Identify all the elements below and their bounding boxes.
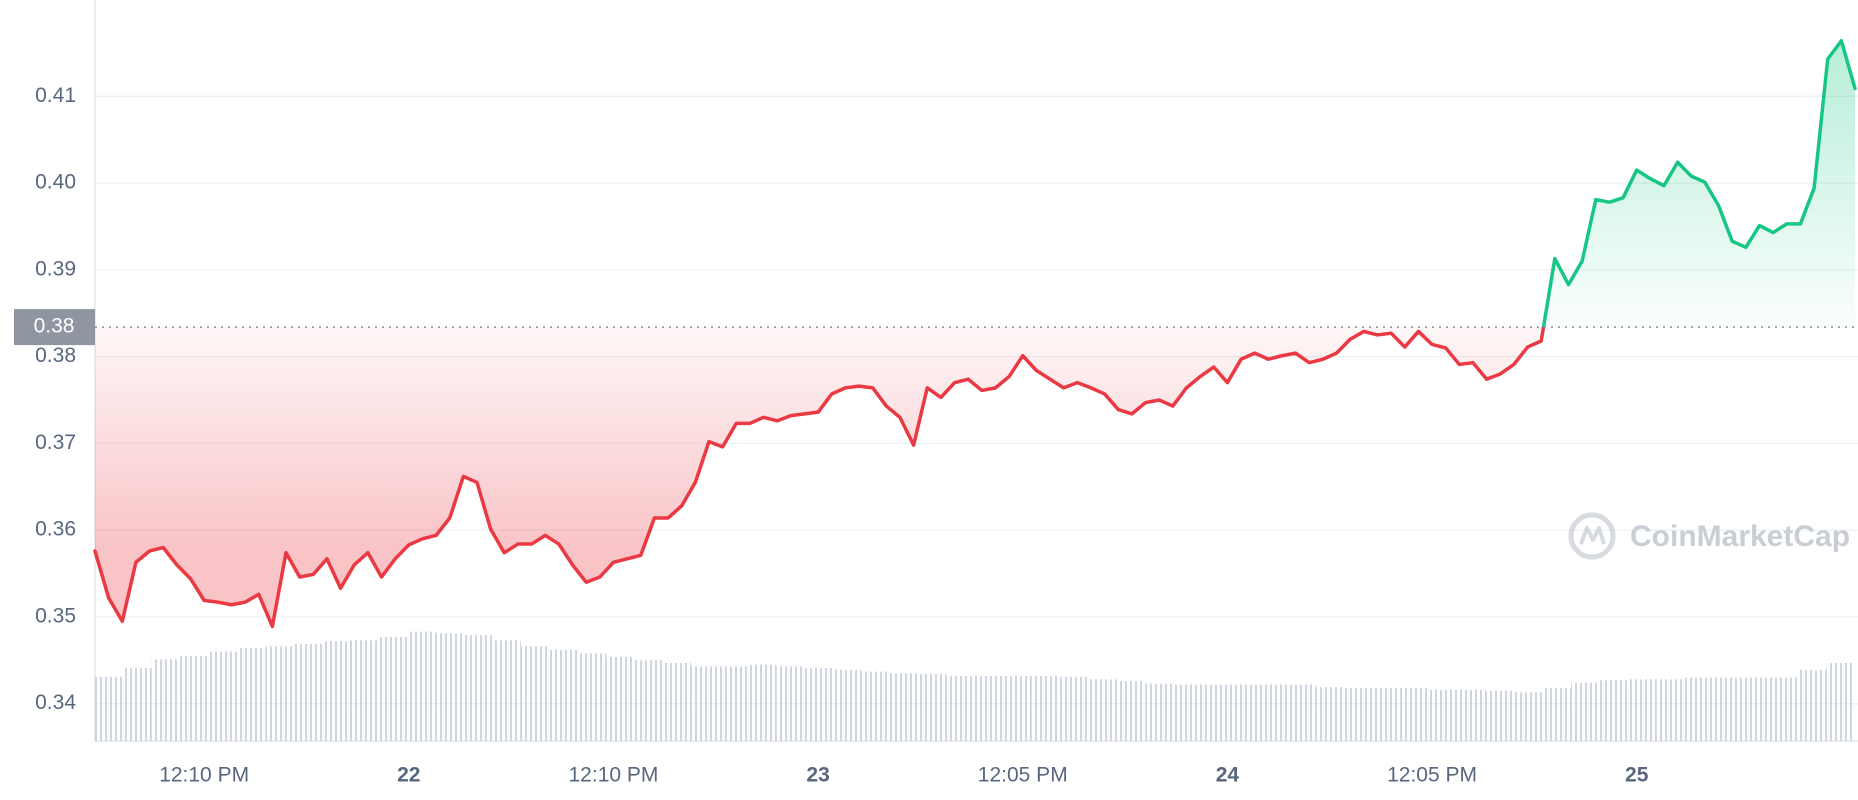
volume-bar xyxy=(1116,681,1146,741)
x-tick-label: 22 xyxy=(397,764,420,787)
volume-bar xyxy=(1315,687,1345,741)
volume-bar xyxy=(1202,684,1231,741)
x-tick-label: 12:05 PM xyxy=(978,764,1068,787)
y-tick-label: 0.35 xyxy=(35,604,76,627)
y-tick-label: 0.37 xyxy=(35,431,76,454)
volume-bar xyxy=(1400,688,1430,741)
y-tick-label: 0.41 xyxy=(35,84,76,107)
watermark-logo xyxy=(1568,512,1616,560)
price-line xyxy=(93,39,1857,629)
volume-bar xyxy=(1684,677,1714,741)
labels: 0.34 0.35 0.36 0.37 0.38 0.39 0.40 0.41 0.38 12:1… xyxy=(14,84,1858,787)
volume-bar xyxy=(691,666,720,741)
y-tick-label: 0.39 xyxy=(35,257,76,280)
volume-bar xyxy=(1173,684,1203,741)
volume-bar xyxy=(1230,684,1259,741)
volume-bar xyxy=(1372,688,1401,741)
volume-bar xyxy=(1713,677,1742,741)
volume-bar xyxy=(1542,688,1572,741)
volume-bar xyxy=(435,633,465,741)
price-area xyxy=(95,40,1855,627)
volume-bar xyxy=(1060,676,1089,741)
watermark: CoinMarketCap xyxy=(1630,520,1850,553)
baseline-label: 0.38 xyxy=(34,315,75,338)
volume-bar xyxy=(520,646,550,741)
x-tick-label: 25 xyxy=(1625,764,1649,787)
volume-bar xyxy=(236,648,266,741)
volume-bar xyxy=(634,660,663,741)
volume-bar xyxy=(946,675,975,741)
x-tick-label: 12:05 PM xyxy=(1387,764,1477,787)
volume-bar xyxy=(889,673,919,741)
volume-bar xyxy=(123,668,152,741)
volume-bar xyxy=(1627,679,1657,741)
volume-bar xyxy=(180,655,209,741)
volume-bar xyxy=(151,659,181,741)
volume xyxy=(95,631,1855,741)
volume-bar xyxy=(1145,683,1174,741)
volume-bar xyxy=(1656,679,1685,741)
area xyxy=(95,40,1855,627)
volume-bar xyxy=(208,651,237,741)
volume-bar xyxy=(1258,684,1288,741)
volume-bar xyxy=(378,636,408,741)
x-tick-label: 24 xyxy=(1216,764,1240,787)
line xyxy=(93,39,1857,629)
volume-bar xyxy=(350,640,379,741)
volume-bar xyxy=(95,676,124,741)
volume-bar xyxy=(1287,684,1316,741)
volume-bar xyxy=(492,640,521,741)
y-tick-label: 0.36 xyxy=(35,518,76,541)
volume-bar xyxy=(1003,675,1032,741)
x-tick-label: 23 xyxy=(806,764,829,787)
volume-bar xyxy=(918,674,947,741)
volume-bar xyxy=(833,669,862,741)
volume-bar xyxy=(605,656,635,741)
volume-bar xyxy=(975,675,1004,741)
x-tick-label: 12:10 PM xyxy=(159,764,249,787)
y-tick-label: 0.40 xyxy=(35,171,76,194)
y-tick-label: 0.34 xyxy=(35,691,76,714)
volume-bar xyxy=(1457,689,1486,741)
volume-bar xyxy=(1826,662,1855,741)
volume-bar xyxy=(1429,689,1458,741)
volume-bar xyxy=(407,631,436,741)
volume-bar xyxy=(464,635,493,741)
volume-bar xyxy=(322,641,351,741)
volume-bar xyxy=(293,643,323,741)
volume-bar xyxy=(1344,688,1373,741)
volume-bar xyxy=(1514,692,1543,741)
volume-bar xyxy=(549,649,578,741)
y-tick-label: 0.38 xyxy=(35,344,76,367)
volume-bar xyxy=(1769,677,1799,741)
volume-bar xyxy=(1571,682,1600,741)
volume-bar xyxy=(719,666,748,741)
volume-bar xyxy=(1485,690,1515,741)
volume-bar xyxy=(861,671,890,741)
volume-bar xyxy=(1088,679,1117,741)
volume-bar xyxy=(747,664,777,741)
volume-bar xyxy=(577,653,606,741)
volume-bar xyxy=(1031,675,1061,741)
volume-bar xyxy=(662,662,692,741)
volume-bar xyxy=(804,668,834,741)
volume-bar xyxy=(1599,680,1628,741)
volume-bar xyxy=(1741,677,1770,741)
baseline-label-box xyxy=(14,309,95,346)
volume-bar xyxy=(1798,669,1827,741)
volume-bar xyxy=(265,646,294,741)
x-tick-label: 12:10 PM xyxy=(569,764,659,787)
volume-bar xyxy=(776,666,805,741)
